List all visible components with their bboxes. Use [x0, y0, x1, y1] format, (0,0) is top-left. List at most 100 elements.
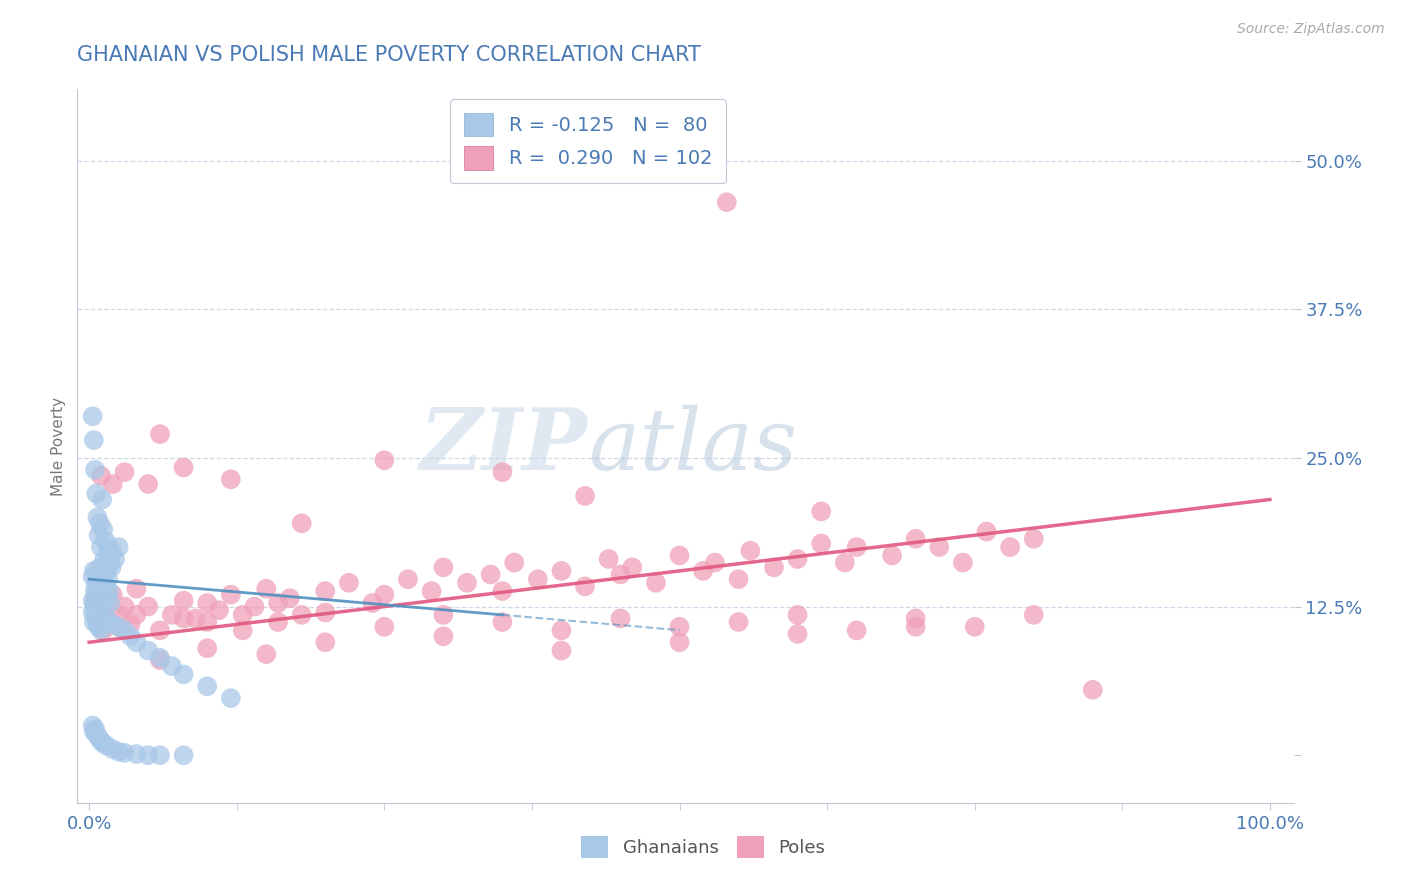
Point: [84, 722, 107, 736]
Point: [107, 607, 129, 622]
Point: [904, 532, 927, 546]
Point: [101, 477, 124, 491]
Point: [83, 433, 105, 447]
Point: [84, 588, 107, 602]
Point: [90, 468, 112, 483]
Point: [97, 546, 120, 560]
Point: [149, 748, 172, 763]
Point: [91, 574, 114, 588]
Point: [952, 556, 974, 570]
Point: [87, 572, 110, 586]
Point: [195, 679, 218, 693]
Point: [114, 746, 136, 760]
Point: [845, 624, 868, 638]
Point: [195, 615, 218, 629]
Text: Source: ZipAtlas.com: Source: ZipAtlas.com: [1237, 22, 1385, 37]
Point: [173, 748, 195, 763]
Point: [96, 611, 118, 625]
Point: [810, 504, 832, 518]
Point: [243, 599, 266, 614]
Point: [97, 572, 120, 586]
Point: [173, 460, 195, 475]
Point: [810, 536, 832, 550]
Point: [762, 560, 785, 574]
Point: [373, 620, 395, 634]
Point: [93, 552, 115, 566]
Point: [692, 564, 714, 578]
Point: [716, 195, 738, 210]
Point: [98, 540, 121, 554]
Point: [314, 635, 336, 649]
Point: [195, 596, 218, 610]
Point: [125, 582, 148, 596]
Point: [101, 546, 124, 560]
Point: [786, 627, 808, 641]
Point: [104, 552, 127, 566]
Point: [87, 731, 110, 745]
Point: [337, 575, 360, 590]
Point: [609, 567, 631, 582]
Point: [107, 620, 129, 634]
Point: [91, 736, 114, 750]
Point: [125, 747, 148, 761]
Point: [107, 620, 129, 634]
Point: [904, 620, 927, 634]
Point: [125, 635, 148, 649]
Legend: R = -0.125   N =  80, R =  0.290   N = 102: R = -0.125 N = 80, R = 0.290 N = 102: [450, 99, 725, 184]
Point: [173, 593, 195, 607]
Point: [86, 510, 108, 524]
Point: [976, 524, 998, 539]
Point: [254, 582, 277, 596]
Point: [267, 596, 290, 610]
Point: [87, 611, 110, 625]
Point: [83, 615, 105, 629]
Point: [527, 572, 550, 586]
Point: [550, 564, 572, 578]
Point: [432, 629, 454, 643]
Point: [598, 552, 620, 566]
Point: [396, 572, 419, 586]
Point: [998, 540, 1021, 554]
Point: [136, 748, 159, 763]
Point: [84, 593, 107, 607]
Point: [136, 643, 159, 657]
Point: [503, 556, 526, 570]
Point: [668, 549, 690, 563]
Point: [107, 540, 129, 554]
Point: [83, 599, 105, 614]
Legend: Ghanaians, Poles: Ghanaians, Poles: [574, 829, 832, 865]
Text: ZIP: ZIP: [420, 404, 588, 488]
Point: [89, 615, 111, 629]
Point: [94, 534, 117, 549]
Point: [208, 603, 231, 617]
Point: [83, 724, 105, 739]
Point: [479, 567, 502, 582]
Point: [90, 607, 112, 622]
Point: [82, 570, 104, 584]
Point: [93, 588, 115, 602]
Point: [432, 607, 454, 622]
Point: [91, 624, 114, 638]
Point: [82, 409, 104, 424]
Point: [1022, 532, 1045, 546]
Point: [136, 599, 159, 614]
Point: [160, 607, 183, 622]
Point: [90, 734, 112, 748]
Point: [786, 607, 808, 622]
Point: [173, 667, 195, 681]
Point: [98, 584, 121, 599]
Point: [107, 745, 129, 759]
Point: [645, 575, 668, 590]
Point: [84, 575, 107, 590]
Point: [314, 584, 336, 599]
Point: [84, 582, 107, 596]
Point: [84, 611, 107, 625]
Point: [291, 516, 314, 531]
Point: [84, 463, 107, 477]
Point: [456, 575, 478, 590]
Point: [432, 560, 454, 574]
Text: GHANAIAN VS POLISH MALE POVERTY CORRELATION CHART: GHANAIAN VS POLISH MALE POVERTY CORRELAT…: [77, 45, 702, 64]
Point: [173, 611, 195, 625]
Point: [786, 552, 808, 566]
Point: [91, 584, 114, 599]
